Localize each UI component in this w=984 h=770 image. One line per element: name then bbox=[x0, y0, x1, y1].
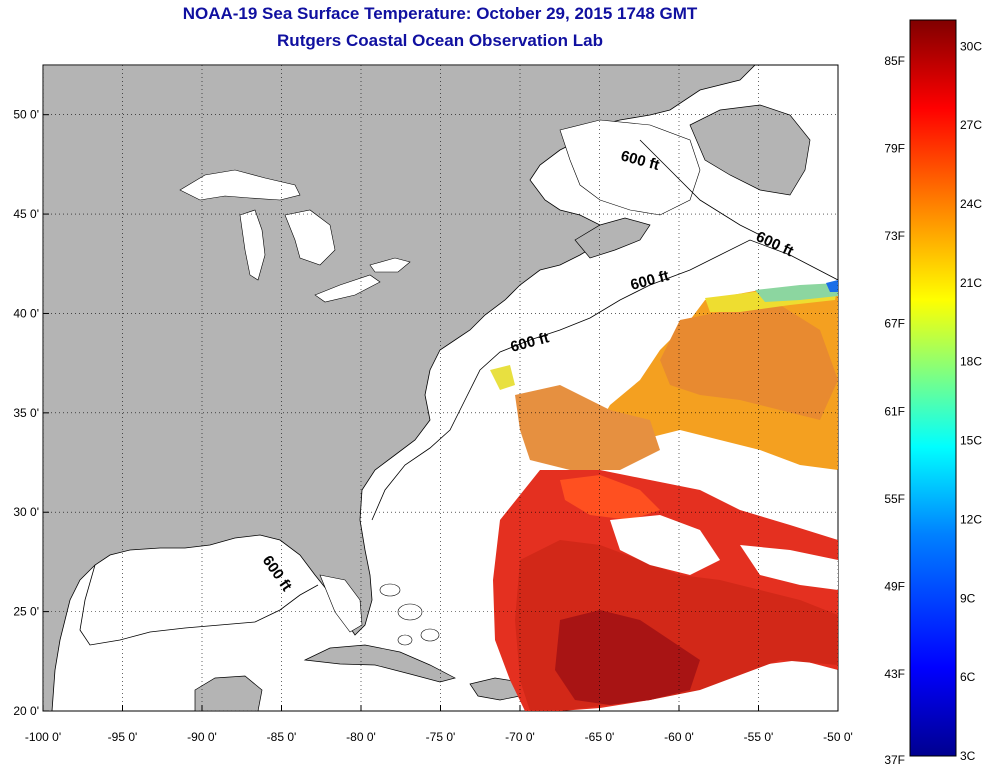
colorbar-fahrenheit-label: 61F bbox=[884, 404, 905, 418]
map-axes: -100 0' -95 0' -90 0' -85 0' -80 0' -75 0' -70… bbox=[13, 108, 852, 744]
colorbar bbox=[909, 19, 957, 757]
land-cuba bbox=[303, 644, 456, 683]
isobath-600ft bbox=[79, 139, 838, 646]
lat-tick-label: 50 0' bbox=[13, 108, 39, 122]
lon-tick-label: -80 0' bbox=[346, 730, 376, 744]
lon-tick-label: -75 0' bbox=[426, 730, 456, 744]
colorbar-celsius-label: 27C bbox=[960, 118, 982, 132]
gulf-st-lawrence bbox=[559, 119, 701, 216]
colorbar-fahrenheit-label: 73F bbox=[884, 229, 905, 243]
land-yucatan bbox=[194, 675, 263, 711]
lon-tick-label: -90 0' bbox=[187, 730, 217, 744]
colorbar-celsius-label: 3C bbox=[960, 749, 976, 763]
lon-tick-label: -100 0' bbox=[25, 730, 61, 744]
land-north-america bbox=[43, 65, 756, 711]
sst-swath bbox=[490, 280, 838, 711]
lat-tick-label: 25 0' bbox=[13, 605, 39, 619]
colorbar-fahrenheit-label: 55F bbox=[884, 492, 905, 506]
colorbar-celsius-label: 9C bbox=[960, 591, 976, 605]
colorbar-fahrenheit-label: 67F bbox=[884, 317, 905, 331]
colorbar-celsius-label: 12C bbox=[960, 512, 982, 526]
lon-tick-label: -55 0' bbox=[744, 730, 774, 744]
land-nova-scotia bbox=[574, 217, 651, 259]
map-subtitle: Rutgers Coastal Ocean Observation Lab bbox=[277, 31, 603, 50]
map-grid bbox=[42, 65, 839, 712]
map-title: NOAA-19 Sea Surface Temperature: October… bbox=[182, 4, 698, 23]
florida-shelf bbox=[319, 574, 363, 633]
lake-erie bbox=[314, 274, 381, 303]
land-newfoundland bbox=[689, 104, 811, 196]
lake-superior bbox=[179, 169, 301, 201]
lon-tick-label: -95 0' bbox=[108, 730, 138, 744]
lat-tick-label: 45 0' bbox=[13, 207, 39, 221]
colorbar-labels: 30C 27C 24C 21C 18C 15C 12C 9C 6C 3C 85F 79F 73F 67F 6… bbox=[884, 39, 982, 767]
lon-tick-label: -50 0' bbox=[823, 730, 853, 744]
colorbar-celsius-label: 18C bbox=[960, 355, 982, 369]
colorbar-fahrenheit-label: 85F bbox=[884, 54, 905, 68]
lon-tick-label: -70 0' bbox=[505, 730, 535, 744]
lon-tick-label: -60 0' bbox=[664, 730, 694, 744]
lake-huron bbox=[284, 209, 336, 266]
colorbar-celsius-label: 21C bbox=[960, 276, 982, 290]
colorbar-fahrenheit-label: 43F bbox=[884, 667, 905, 681]
colorbar-celsius-label: 15C bbox=[960, 434, 982, 448]
lake-michigan bbox=[239, 209, 266, 281]
colorbar-fahrenheit-label: 49F bbox=[884, 580, 905, 594]
lat-tick-label: 35 0' bbox=[13, 406, 39, 420]
lake-ontario bbox=[369, 257, 411, 273]
lat-tick-label: 20 0' bbox=[13, 704, 39, 718]
colorbar-celsius-label: 6C bbox=[960, 670, 976, 684]
bahamas-islands bbox=[379, 583, 440, 646]
lon-tick-label: -65 0' bbox=[585, 730, 615, 744]
colorbar-fahrenheit-label: 79F bbox=[884, 142, 905, 156]
colorbar-celsius-label: 30C bbox=[960, 39, 982, 53]
colorbar-celsius-label: 24C bbox=[960, 197, 982, 211]
lat-tick-label: 40 0' bbox=[13, 306, 39, 320]
lat-tick-label: 30 0' bbox=[13, 505, 39, 519]
colorbar-fahrenheit-label: 37F bbox=[884, 753, 905, 767]
lon-tick-label: -85 0' bbox=[267, 730, 297, 744]
